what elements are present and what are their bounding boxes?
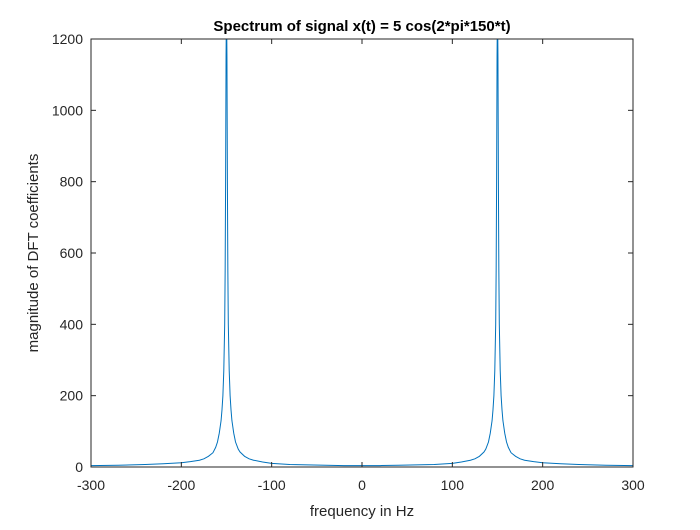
y-axis-label: magnitude of DFT coefficients (25, 154, 42, 353)
y-tick-label: 0 (75, 459, 83, 475)
x-tick-label: -100 (258, 477, 286, 493)
plot-area-background (91, 39, 633, 467)
y-tick-label: 1200 (52, 31, 83, 47)
y-tick-label: 800 (60, 174, 84, 190)
y-tick-label: 200 (60, 388, 84, 404)
x-axis: -300 -200 -100 0 100 200 300 (77, 39, 645, 493)
x-axis-label: frequency in Hz (310, 503, 414, 520)
x-tick-label: -300 (77, 477, 105, 493)
y-tick-label: 400 (60, 316, 84, 332)
x-tick-label: 300 (621, 477, 645, 493)
x-tick-label: 100 (441, 477, 465, 493)
y-axis: 0 200 400 600 800 1000 1200 (52, 31, 633, 475)
y-tick-label: 600 (60, 245, 84, 261)
chart-title: Spectrum of signal x(t) = 5 cos(2*pi*150… (213, 18, 510, 35)
x-tick-label: -200 (167, 477, 195, 493)
x-tick-label: 0 (358, 477, 366, 493)
y-tick-label: 1000 (52, 102, 83, 118)
x-tick-label: 200 (531, 477, 555, 493)
